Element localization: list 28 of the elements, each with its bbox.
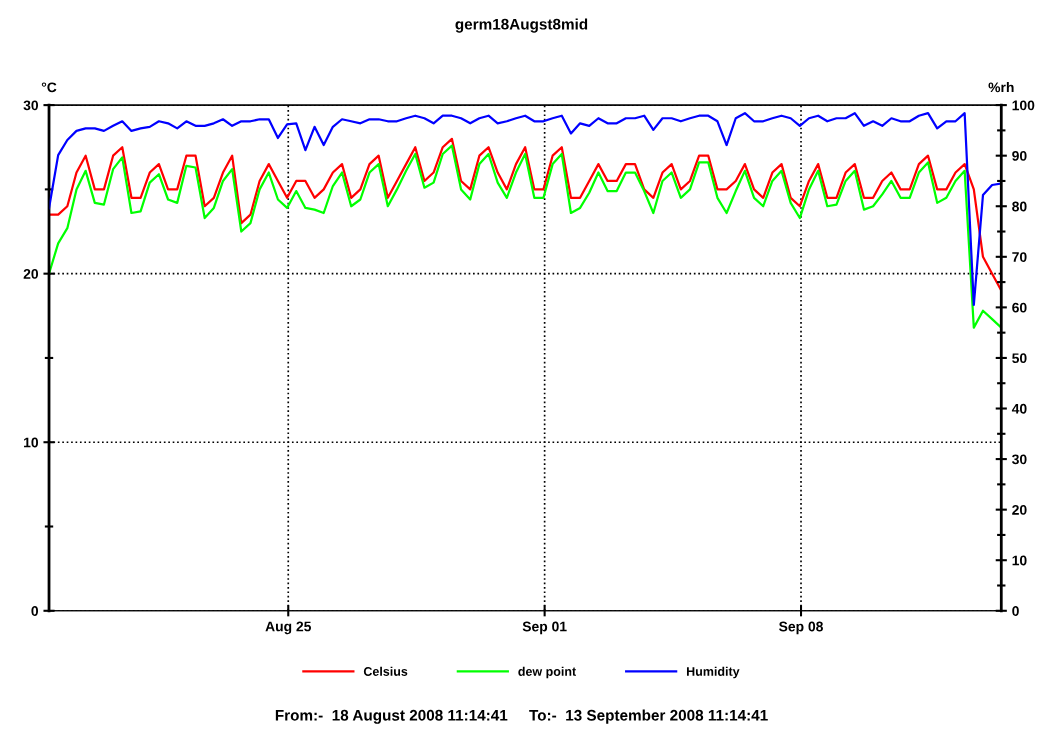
- legend-label: dew point: [518, 666, 577, 679]
- line-series: [49, 144, 1002, 329]
- line-series: [49, 137, 1002, 292]
- y2-tick-label: 100: [1012, 100, 1035, 111]
- line-series: [49, 112, 1002, 306]
- legend-label: Celsius: [363, 666, 408, 676]
- x-tick-label: Sep 01: [522, 621, 567, 635]
- x-tick-label: Aug 25: [265, 621, 312, 635]
- legend-label: Humidity: [686, 666, 740, 679]
- y2-tick-label: 70: [1012, 252, 1027, 262]
- x-tick-label: Sep 08: [779, 621, 823, 635]
- y2-tick-label: 50: [1012, 353, 1027, 364]
- y2-tick-label: 10: [1012, 555, 1027, 566]
- y-tick-label: 0: [31, 606, 39, 616]
- y-tick-label: 20: [23, 269, 39, 279]
- y2-tick-label: 90: [1012, 151, 1027, 161]
- y-tick-label: 10: [24, 437, 39, 448]
- y-tick-label: 30: [23, 100, 39, 111]
- y2-axis-title: %rh: [988, 82, 1014, 93]
- y2-tick-label: 80: [1012, 201, 1027, 212]
- y2-tick-label: 0: [1012, 606, 1019, 616]
- y2-tick-label: 30: [1012, 454, 1027, 465]
- chart-title: germ18Augst8mid: [455, 18, 588, 33]
- y2-tick-label: 60: [1012, 302, 1027, 313]
- y2-tick-label: 40: [1011, 403, 1027, 414]
- y-axis-title: °C: [41, 82, 57, 93]
- y2-tick-label: 20: [1012, 504, 1027, 515]
- text: From:- 18 August 2008 11:14:41 To:- 13 September 2008 11:14:41: [275, 709, 768, 724]
